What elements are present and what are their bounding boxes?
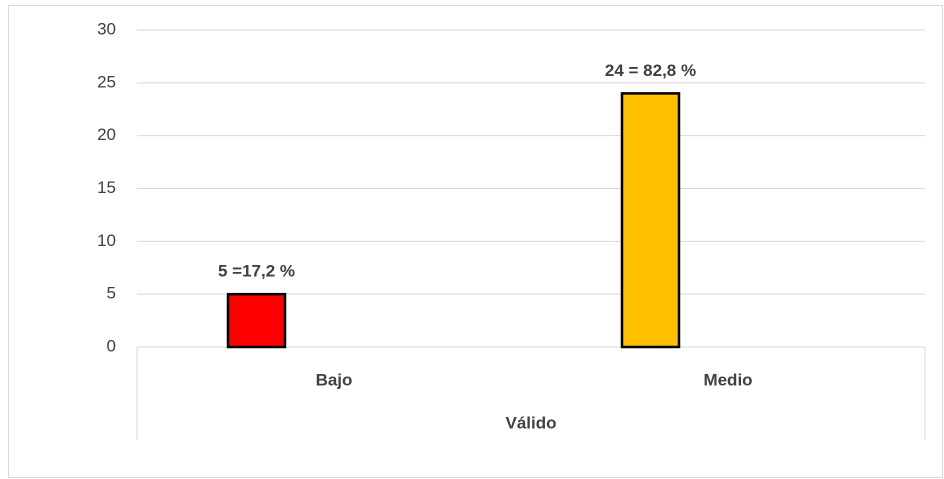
y-tick-label: 30 [97, 19, 116, 38]
data-label: 5 =17,2 % [218, 262, 295, 281]
bar [620, 92, 681, 349]
y-tick-label: 15 [97, 178, 116, 197]
x-tick-label: Medio [703, 370, 752, 389]
group-label: Válido [505, 413, 556, 432]
y-tick-label: 20 [97, 125, 116, 144]
y-tick-label: 5 [107, 284, 116, 303]
x-tick-label: Bajo [316, 370, 353, 389]
bar [226, 292, 287, 349]
y-tick-label: 10 [97, 231, 116, 250]
y-tick-label: 0 [107, 336, 116, 355]
y-tick-label: 25 [97, 72, 116, 91]
data-label: 24 = 82,8 % [605, 61, 696, 80]
